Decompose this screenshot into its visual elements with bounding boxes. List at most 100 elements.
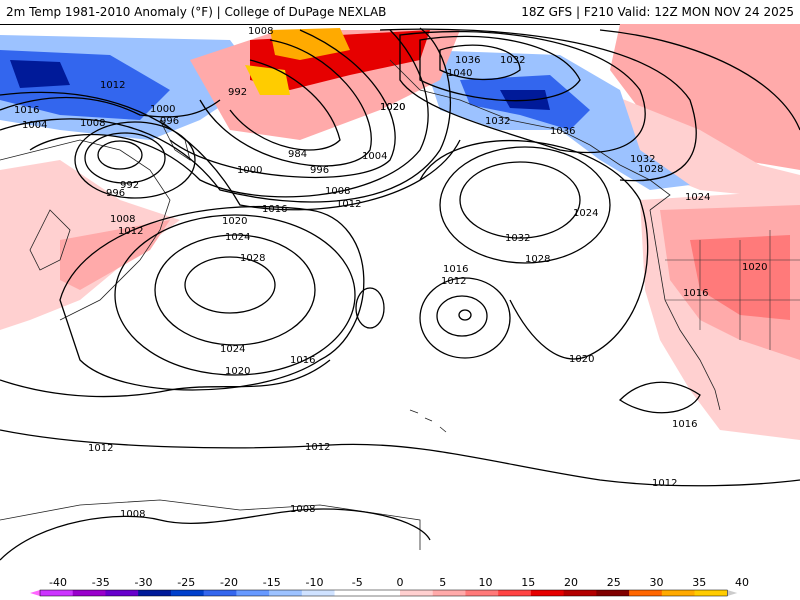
- isobar-label: 1008: [290, 504, 315, 515]
- isobar-label: 1032: [485, 116, 510, 127]
- isobar-cell-small: [355, 287, 385, 329]
- isobar-1008-south: [0, 508, 431, 561]
- isobar-1032: [399, 30, 646, 154]
- isobar-label: 1008: [110, 214, 135, 225]
- isobar-label: 1012: [88, 443, 113, 454]
- colorbar-swatch: [432, 590, 466, 596]
- colorbar-tick-label: -30: [135, 576, 153, 589]
- colorbar-tick-label: 20: [564, 576, 578, 589]
- colorbar-tick-label: 15: [521, 576, 535, 589]
- isobar-label: 992: [120, 180, 139, 191]
- isobar-992: [199, 39, 372, 167]
- isobar-1012: [0, 91, 461, 211]
- isobar-1028-north: [379, 28, 697, 182]
- isobar-1016-high: [59, 205, 365, 391]
- isobar-label: 992: [228, 87, 247, 98]
- colorbar-tick-label: 0: [397, 576, 404, 589]
- colorbar-swatch: [661, 590, 696, 596]
- warm-anomaly-bering-hot: [270, 28, 350, 60]
- colorbar-swatch: [203, 590, 237, 596]
- colorbar-swatch: [334, 590, 368, 596]
- isobar-1012-south: [0, 429, 800, 487]
- colorbar-arrow-right: [727, 590, 738, 596]
- isobar-1016-se: [618, 381, 701, 414]
- isobar-label: 1020: [222, 216, 247, 227]
- model-run-info: 18Z GFS | F210 Valid: 12Z MON NOV 24 202…: [521, 5, 794, 19]
- isobar-label: 1012: [305, 442, 330, 453]
- isobar-label: 1024: [225, 232, 250, 243]
- coast-alaska: [389, 59, 671, 211]
- warm-anomaly-canada-light: [600, 90, 800, 200]
- colorbar-swatch: [563, 590, 597, 596]
- colorbar-tick-label: -10: [306, 576, 324, 589]
- colorbar-tick-label: 35: [692, 576, 706, 589]
- warm-anomaly-canada: [610, 24, 800, 170]
- isobar-label: 996: [106, 188, 125, 199]
- isobar-label: 996: [160, 116, 179, 127]
- isobar-label: 1016: [14, 105, 39, 116]
- colorbar-arrow-left: [30, 590, 40, 596]
- isobar-label: 1012: [441, 276, 466, 287]
- coast-japan: [29, 209, 71, 271]
- isobar-1012-cell: [436, 295, 488, 337]
- isobar-label: 996: [310, 165, 329, 176]
- warm-anomaly-westpac-stripe: [60, 220, 170, 290]
- colorbar-swatch: [367, 590, 401, 596]
- colorbar-swatch: [629, 590, 663, 596]
- isobar-label: 1020: [742, 262, 767, 273]
- isobar-cell-tiny: [458, 309, 472, 321]
- coast-west-us: [649, 209, 721, 411]
- colorbar-swatch: [170, 590, 205, 596]
- colorbar-tick-label: 30: [650, 576, 664, 589]
- colorbar: -40 -35 -30 -25 -20 -15 -10 -5 0 5 10 15 20 25 30 35 40: [0, 574, 800, 600]
- isobar-996-low: [84, 132, 166, 184]
- isobar-label: 1008: [120, 509, 145, 520]
- colorbar-tick-label: 5: [439, 576, 446, 589]
- anomaly-map: 1008 992 1012 1016 1004 1008 996 1000 99…: [0, 24, 800, 561]
- isobar-label: 1020: [380, 102, 405, 113]
- isobar-label: 1040: [447, 68, 472, 79]
- us-state-borders: [665, 230, 800, 350]
- colorbar-tick-label: -20: [220, 576, 238, 589]
- isobar-label: 1008: [325, 186, 350, 197]
- isobar-label: 1028: [240, 253, 265, 264]
- isobar-1000-low: [74, 121, 196, 199]
- isobar-label: 1016: [290, 355, 315, 366]
- isobar-1008: [0, 27, 452, 203]
- colorbar-swatch: [138, 590, 172, 596]
- isobar-label: 1016: [443, 264, 468, 275]
- colorbar-tick-label: -15: [263, 576, 281, 589]
- isobar-label: 1024: [220, 344, 245, 355]
- isobar-1004: [29, 29, 429, 198]
- isobar-label: 1012: [118, 226, 143, 237]
- isobar-1020-high: [114, 214, 356, 376]
- colorbar-swatch: [498, 590, 532, 596]
- map-title: 2m Temp 1981-2010 Anomaly (°F) | College…: [6, 5, 387, 19]
- isobars: [0, 27, 800, 561]
- colorbar-ticks: -40 -35 -30 -25 -20 -15 -10 -5 0 5 10 15 20 25 30 35 40: [49, 576, 749, 589]
- colorbar-swatch: [400, 590, 434, 596]
- isobar-1016-south: [0, 359, 331, 398]
- colorbar-tick-label: -5: [352, 576, 363, 589]
- isobar-1024-north: [599, 29, 800, 131]
- isobar-1016-north: [0, 96, 221, 118]
- colorbar-swatch: [301, 590, 336, 596]
- isobar-label: 1004: [22, 120, 47, 131]
- isobar-label: 1016: [262, 204, 287, 215]
- colorbar-swatch: [269, 590, 303, 596]
- colorbar-swatch: [694, 590, 728, 596]
- isobar-1024-east: [439, 146, 611, 264]
- isobar-label: 1032: [500, 55, 525, 66]
- isobar-label: 1020: [380, 102, 405, 113]
- isobar-label: 1020: [569, 354, 594, 365]
- colorbar-outline: [39, 589, 728, 597]
- isobar-label: 1032: [505, 233, 530, 244]
- colorbar-swatch: [465, 590, 499, 596]
- colorbar-swatch: [72, 590, 106, 596]
- colorbar-swatch: [530, 590, 565, 596]
- isobar-label: 1032: [630, 154, 655, 165]
- cold-anomaly-siberia-inner: [10, 60, 70, 88]
- title-bar: 2m Temp 1981-2010 Anomaly (°F) | College…: [0, 0, 800, 25]
- isobar-label: 1000: [150, 104, 175, 115]
